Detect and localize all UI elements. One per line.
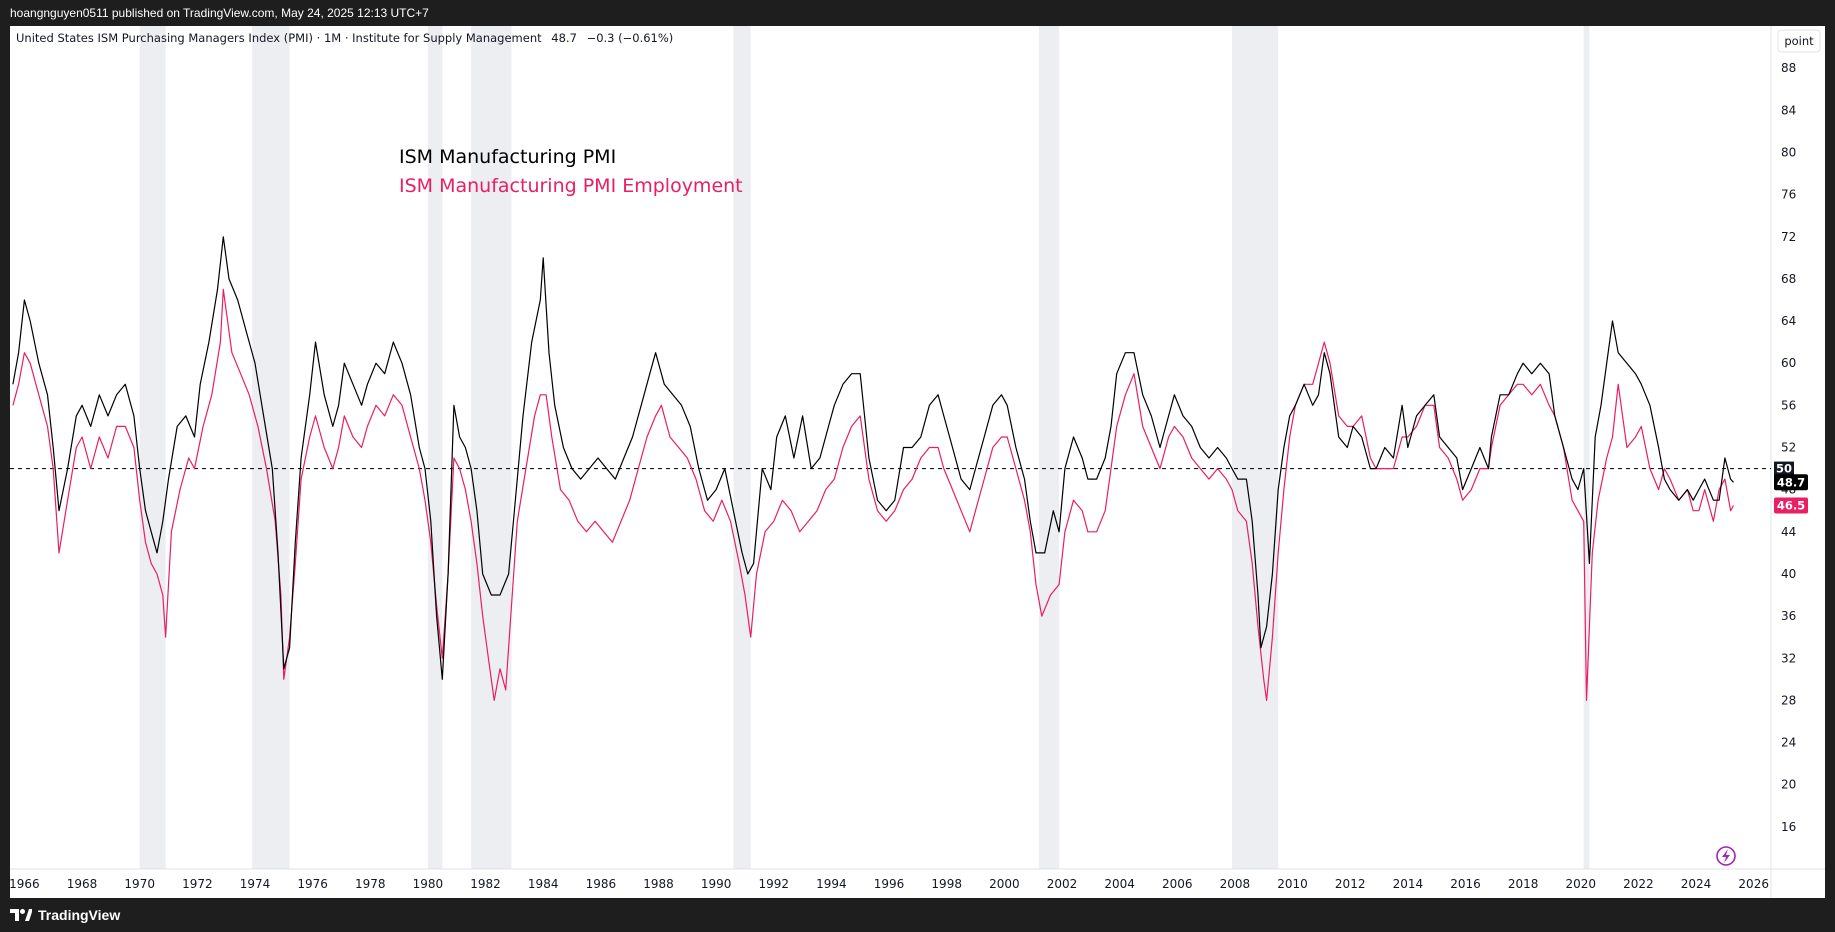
legend-series1: ISM Manufacturing PMI (399, 146, 616, 168)
y-tick-label: 32 (1781, 651, 1796, 665)
x-tick-label: 2024 (1681, 877, 1712, 891)
tradingview-logo-icon (10, 909, 32, 921)
badge-employment-bg (1774, 497, 1808, 514)
series-layer (12, 236, 1735, 701)
x-tick-label: 2018 (1508, 877, 1539, 891)
x-tick-label: 2008 (1220, 877, 1251, 891)
chart-panel[interactable]: 16202428323640444852566064687276808488 1… (10, 26, 1825, 898)
x-tick-label: 2002 (1047, 877, 1078, 891)
recession-band-0 (139, 26, 166, 869)
x-tick-label: 1978 (355, 877, 386, 891)
x-tick-label: 2000 (989, 877, 1020, 891)
recession-band-6 (1232, 26, 1279, 869)
recession-band-2 (427, 26, 443, 869)
recession-band-1 (252, 26, 290, 869)
symbol-description: United States ISM Purchasing Managers In… (16, 31, 542, 45)
x-tick-label: 2006 (1162, 877, 1193, 891)
change-value: −0.3 (−0.61%) (587, 31, 674, 45)
y-tick-label: 76 (1781, 188, 1796, 202)
legend-series2: ISM Manufacturing PMI Employment (399, 175, 743, 197)
y-tick-label: 60 (1781, 356, 1796, 370)
y-tick-label: 64 (1781, 314, 1796, 328)
y-tick-label: 80 (1781, 145, 1796, 159)
x-tick-label: 1980 (413, 877, 444, 891)
badge-pmi: 48.7 (1777, 475, 1805, 489)
badge-employment: 46.5 (1777, 498, 1805, 512)
lightning-icon[interactable] (1716, 846, 1736, 866)
x-tick-label: 2020 (1566, 877, 1597, 891)
x-tick-label: 1972 (182, 877, 213, 891)
y-tick-label: 24 (1781, 736, 1796, 750)
recession-band-4 (733, 26, 751, 869)
last-value: 48.7 (551, 31, 577, 45)
y-tick-label: 84 (1781, 103, 1796, 117)
badge-pmi-bg (1774, 474, 1808, 491)
badge-reference-bg (1774, 461, 1794, 476)
x-tick-label: 1968 (67, 877, 98, 891)
x-tick-label: 2012 (1335, 877, 1366, 891)
symbol-info: United States ISM Purchasing Managers In… (16, 31, 673, 45)
y-tick-label: 44 (1781, 525, 1796, 539)
recession-band-5 (1038, 26, 1060, 869)
x-tick-label: 1994 (816, 877, 847, 891)
y-tick-label: 36 (1781, 609, 1796, 623)
chart-canvas[interactable]: 16202428323640444852566064687276808488 1… (10, 26, 1825, 898)
recession-bands (139, 26, 1590, 869)
time-scale-ticks: 1966 1968 1970 1972 1974 1976 1978 1980 1982 1984… (10, 877, 1769, 891)
y-tick-label: 16 (1781, 820, 1796, 834)
y-tick-label: 88 (1781, 61, 1796, 75)
recession-band-3 (471, 26, 512, 869)
x-tick-label: 1982 (470, 877, 501, 891)
x-tick-label: 2022 (1623, 877, 1654, 891)
x-tick-label: 1974 (240, 877, 271, 891)
x-tick-label: 2016 (1450, 877, 1481, 891)
x-tick-label: 1966 (10, 877, 40, 891)
x-tick-label: 1970 (124, 877, 155, 891)
x-tick-label: 1988 (643, 877, 674, 891)
y-tick-label: 52 (1781, 441, 1796, 455)
footer: TradingView (0, 898, 1835, 932)
x-tick-label: 1996 (874, 877, 905, 891)
y-tick-label: 56 (1781, 398, 1796, 412)
x-tick-label: 1998 (931, 877, 962, 891)
badge-reference: 50 (1776, 462, 1792, 476)
value-badges: 50 48.7 46.5 (1774, 461, 1808, 514)
y-tick-label: 20 (1781, 778, 1796, 792)
x-tick-label: 1976 (297, 877, 328, 891)
price-scale-ticks: 16202428323640444852566064687276808488 (1781, 61, 1796, 834)
header-published-text: hoangnguyen0511 published on TradingView… (10, 6, 429, 20)
x-tick-label: 2010 (1277, 877, 1308, 891)
x-tick-label: 1986 (586, 877, 617, 891)
x-tick-label: 2014 (1393, 877, 1424, 891)
y-tick-label: 40 (1781, 567, 1796, 581)
x-tick-label: 2004 (1104, 877, 1135, 891)
x-tick-label: 1984 (528, 877, 559, 891)
y-tick-label: 68 (1781, 272, 1796, 286)
y-tick-label: 28 (1781, 693, 1796, 707)
x-tick-label: 1992 (758, 877, 789, 891)
tradingview-logo[interactable]: TradingView (10, 907, 120, 923)
series-line-ism-manufacturing-pmi[interactable] (12, 236, 1734, 680)
footer-brand: TradingView (38, 907, 121, 923)
recession-band-7 (1583, 26, 1590, 869)
x-tick-label: 1990 (701, 877, 732, 891)
unit-button[interactable] (1777, 29, 1821, 53)
x-tick-label: 2026 (1738, 877, 1769, 891)
y-tick-label: 72 (1781, 230, 1796, 244)
unit-label: point (1784, 34, 1814, 48)
